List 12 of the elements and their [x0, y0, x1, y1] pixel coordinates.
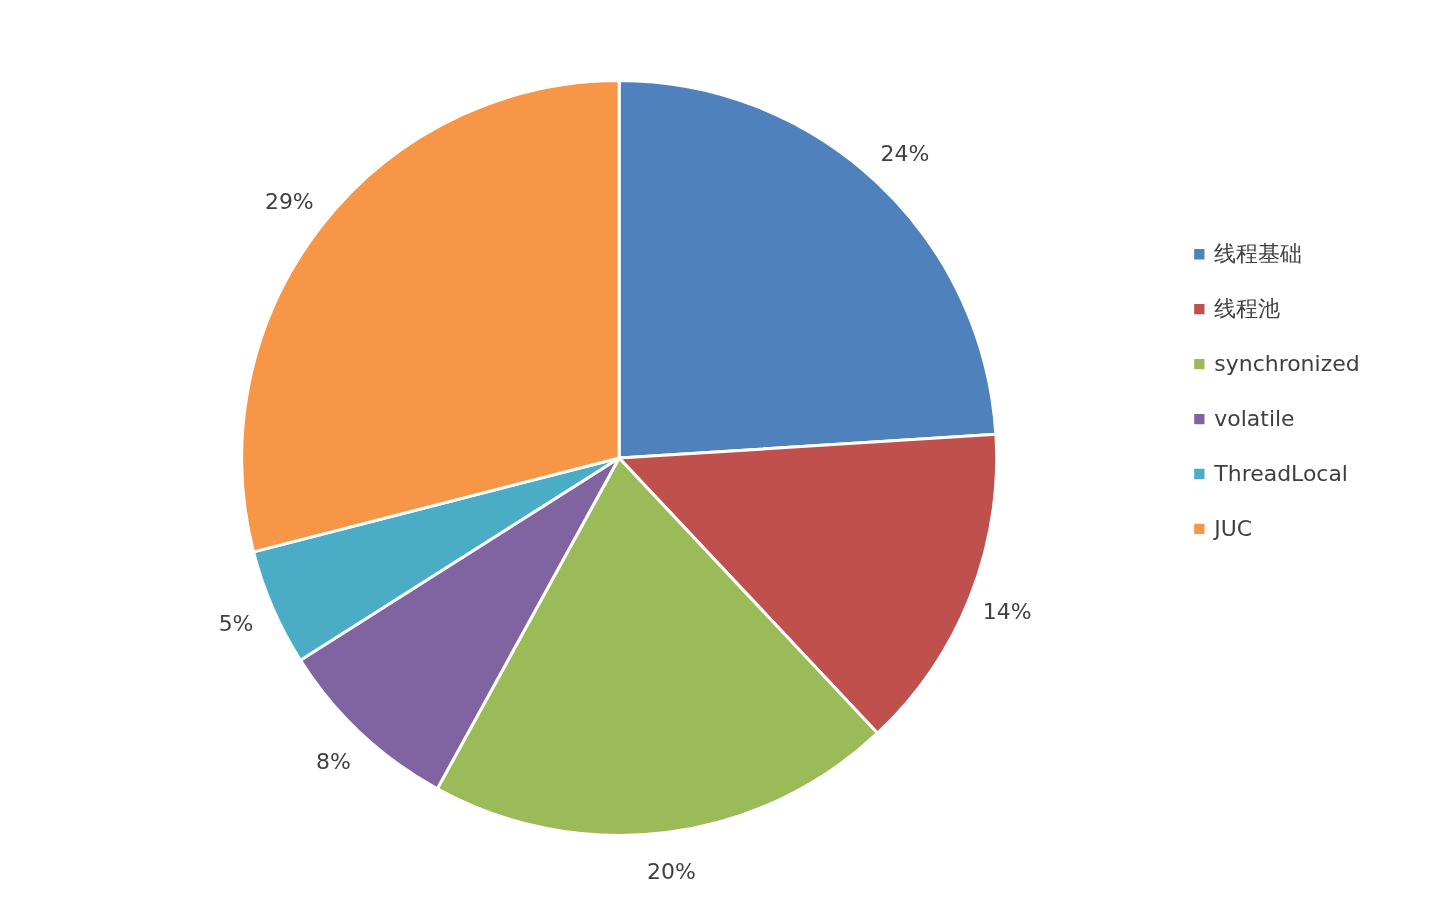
data-label: 29% — [264, 189, 314, 215]
legend-label: 线程基础 — [1214, 241, 1303, 267]
data-label: 24% — [880, 140, 930, 166]
legend-label: volatile — [1214, 406, 1295, 432]
data-label: 8% — [315, 749, 351, 775]
data-label: 14% — [982, 598, 1032, 624]
legend-label: synchronized — [1214, 351, 1360, 377]
legend-label: ThreadLocal — [1213, 460, 1348, 486]
data-label: 20% — [647, 859, 696, 885]
data-label: 5% — [218, 610, 254, 636]
legend-label: JUC — [1212, 515, 1253, 541]
legend-label: 线程池 — [1214, 296, 1281, 322]
